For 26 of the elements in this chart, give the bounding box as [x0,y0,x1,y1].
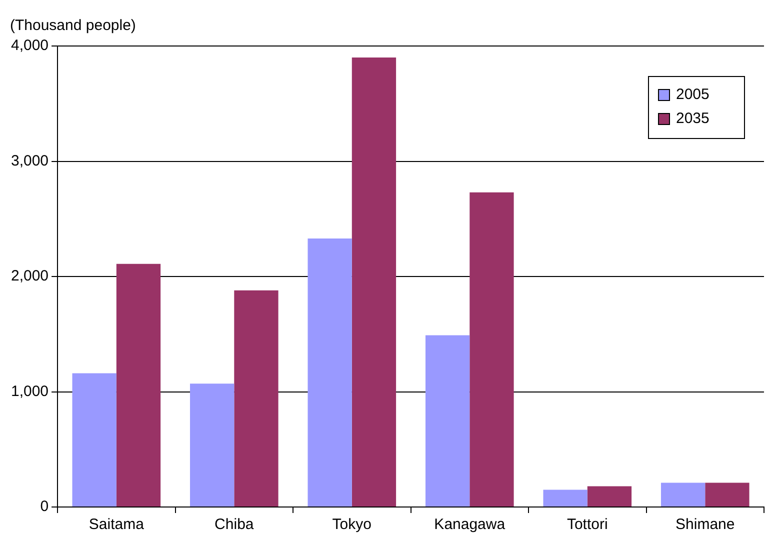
bar [660,482,706,506]
x-tick-label: Chiba [214,516,254,534]
bar [190,384,234,506]
x-tick-label: Tottori [566,516,608,534]
bar [470,192,514,506]
x-tick-label: Saitama [88,516,145,534]
legend-label: 2035 [676,110,710,128]
bar [705,482,750,506]
x-tick-label: Shimane [676,516,735,534]
legend-label: 2005 [676,86,710,104]
y-axis-title: (Thousand people) [10,17,136,34]
bar [72,373,116,506]
y-tick-label: 3,000 [10,152,49,170]
y-tick-label: 0 [40,498,49,516]
x-tick-label: Kanagawa [434,516,506,534]
bar [116,264,161,506]
x-tick-label: Tokyo [332,516,372,534]
bar [308,238,352,506]
y-tick-label: 2,000 [10,268,49,285]
y-tick-label: 1,000 [10,382,49,400]
bar [425,335,470,506]
bar [543,490,588,506]
bar [587,486,632,506]
bar [234,290,278,506]
bar [352,58,396,506]
y-tick-label: 4,000 [10,37,49,54]
